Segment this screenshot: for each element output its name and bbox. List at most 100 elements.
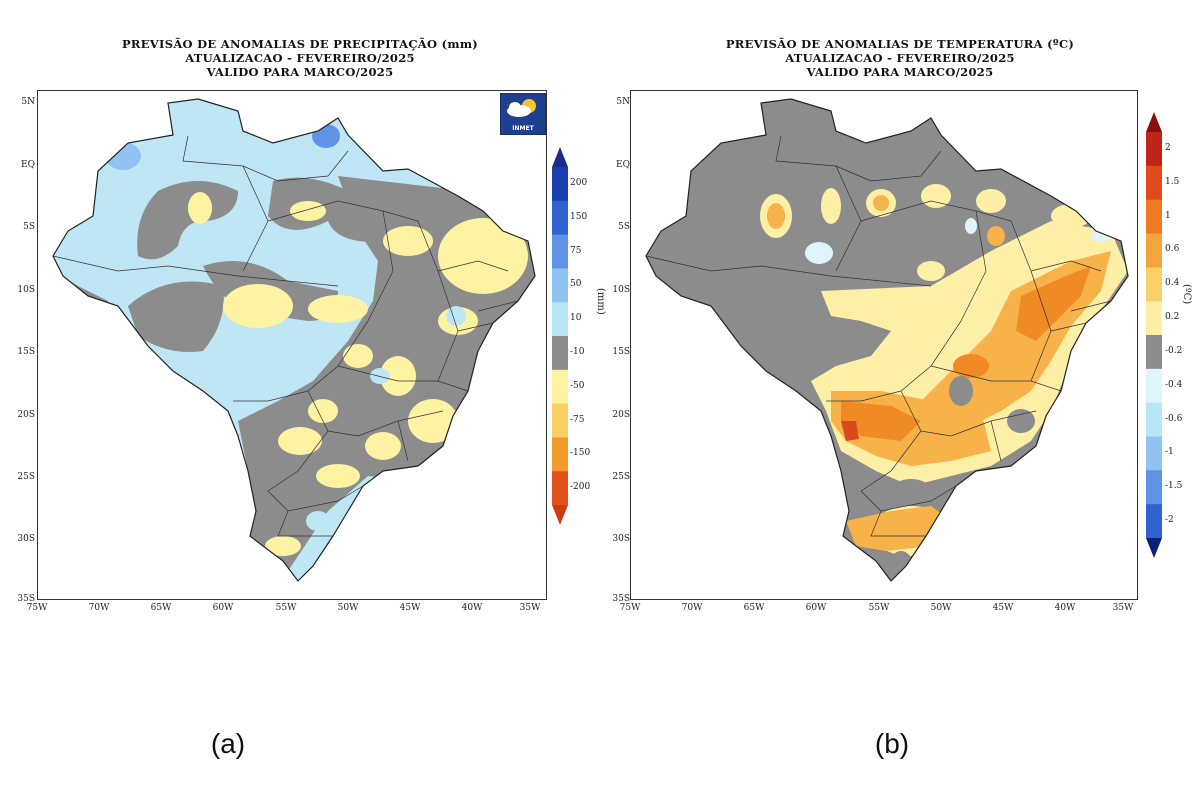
colorbar-top-arrow — [1146, 112, 1162, 132]
x-tick-label: 50W — [337, 603, 359, 613]
colorbar-segment — [552, 336, 568, 371]
colorbar-segment — [552, 167, 568, 202]
colorbar-segment — [1146, 402, 1162, 437]
y-tick-label: 25S — [17, 472, 35, 482]
cloud-sun-icon — [507, 99, 536, 117]
colorbar-tick-label: -1 — [1165, 447, 1174, 458]
colorbar-segment — [1146, 199, 1162, 234]
y-tick-label: 25S — [612, 472, 630, 482]
colorbar-segment — [1146, 233, 1162, 268]
colorbar-tick-label: 0.6 — [1165, 244, 1180, 255]
panel-title-line-2: ATUALIZACAO - FEVEREIRO/2025 — [185, 51, 415, 65]
inmet-logo: INMET — [500, 93, 546, 135]
x-tick-label: 65W — [150, 603, 172, 613]
colorbar-segment — [552, 200, 568, 236]
y-tick-label: 5N — [616, 97, 630, 107]
caption-b: (b) — [874, 728, 910, 759]
x-tick-label: 75W — [26, 603, 48, 613]
colorbar-tick-label: -0.6 — [1165, 413, 1183, 424]
colorbar-tick-label: 0.4 — [1165, 278, 1180, 289]
warm-dark-orange-areas — [841, 266, 1091, 441]
brazil-outline — [52, 98, 536, 582]
y-tick-label: 15S — [17, 347, 35, 357]
state-borders — [52, 135, 519, 537]
y-tick-label: 5S — [618, 222, 630, 232]
precipitation-panel: PREVISÃO DE ANOMALIAS DE PRECIPITAÇÃO (m… — [0, 0, 606, 759]
y-tick-label: 10S — [17, 285, 35, 295]
x-tick-label: 60W — [805, 603, 827, 613]
y-tick-label: EQ — [616, 160, 630, 170]
colorbar-tick-label: -1.5 — [1165, 481, 1183, 492]
colorbar-tick-label: 150 — [570, 211, 588, 222]
colorbar-tick-label: -10 — [570, 346, 585, 357]
colorbar-tick-label: -0.4 — [1165, 379, 1183, 390]
x-tick-label: 45W — [399, 603, 421, 613]
x-tick-label: 45W — [992, 603, 1014, 613]
colorbar-bottom-arrow — [1146, 538, 1162, 558]
temperature-map — [645, 98, 1129, 582]
colorbar-segment — [1146, 267, 1162, 302]
brazil-outline — [645, 98, 1129, 582]
colorbar-segment — [1146, 301, 1162, 336]
panel-title-line-3: VALIDO PARA MARCO/2025 — [806, 65, 994, 79]
colorbar-tick-label: 2 — [1165, 142, 1171, 153]
colorbar-segment — [1146, 335, 1162, 370]
precipitation-map-frame: INMET — [37, 90, 547, 600]
colorbar-tick-label: -75 — [570, 414, 585, 425]
colorbar-segment — [552, 234, 568, 269]
panel-title-line-1: PREVISÃO DE ANOMALIAS DE PRECIPITAÇÃO (m… — [121, 37, 479, 51]
y-tick-label: 35S — [17, 594, 35, 604]
colorbar-segment — [552, 369, 568, 405]
colorbar-segment — [1146, 368, 1162, 404]
y-tick-label: 5N — [21, 97, 35, 107]
x-tick-label: 70W — [681, 603, 703, 613]
colorbar-tick-label: 1 — [1165, 210, 1171, 221]
colorbar-tick-label: 75 — [570, 245, 582, 256]
temperature-map-frame — [630, 90, 1138, 600]
x-tick-label: 75W — [619, 603, 641, 613]
colorbar-segment — [552, 437, 568, 472]
x-tick-label: 35W — [519, 603, 541, 613]
y-tick-label: 10S — [612, 285, 630, 295]
y-tick-label: 30S — [612, 534, 630, 544]
y-tick-label: EQ — [21, 160, 35, 170]
precipitation-map — [52, 98, 536, 582]
x-tick-label: 55W — [275, 603, 297, 613]
colorbar-tick-label: -50 — [570, 380, 585, 391]
colorbar-tick-label: -0.2 — [1165, 345, 1183, 356]
x-tick-label: 50W — [930, 603, 952, 613]
y-tick-label: 5S — [23, 222, 35, 232]
colorbar-tick-label: 50 — [570, 279, 582, 290]
caption-a: (a) — [210, 728, 246, 759]
y-tick-label: 20S — [17, 410, 35, 420]
colorbar-tick-label: -150 — [570, 448, 591, 459]
colorbar-segment — [552, 403, 568, 438]
x-tick-label: 70W — [88, 603, 110, 613]
neutral-gray-patches — [889, 376, 1035, 581]
colorbar-tick-label: 1.5 — [1165, 176, 1180, 187]
x-tick-label: 35W — [1112, 603, 1134, 613]
colorbar-top-arrow — [552, 147, 568, 167]
colorbar-segment — [1146, 165, 1162, 201]
x-tick-label: 60W — [212, 603, 234, 613]
x-tick-label: 55W — [868, 603, 890, 613]
state-borders — [645, 135, 1112, 537]
colorbar-tick-label: 0.2 — [1165, 312, 1180, 323]
colorbar-tick-label: -200 — [570, 482, 591, 493]
dry-yellow-areas — [188, 192, 528, 556]
panel-title-line-3: VALIDO PARA MARCO/2025 — [206, 65, 394, 79]
colorbar-segment — [552, 302, 568, 337]
colorbar-segment — [1146, 504, 1162, 539]
colorbar-segment — [552, 471, 568, 506]
x-tick-label: 65W — [743, 603, 765, 613]
y-tick-label: 35S — [612, 594, 630, 604]
temperature-colorbar — [1146, 112, 1162, 558]
colorbar-tick-label: 10 — [570, 313, 582, 324]
panel-title-line-1: PREVISÃO DE ANOMALIAS DE TEMPERATURA (ºC… — [725, 37, 1075, 51]
temperature-panel: PREVISÃO DE ANOMALIAS DE TEMPERATURA (ºC… — [600, 0, 1200, 759]
colorbar-tick-label: -2 — [1165, 515, 1174, 526]
y-tick-label: 20S — [612, 410, 630, 420]
y-tick-label: 30S — [17, 534, 35, 544]
panel-title-line-2: ATUALIZACAO - FEVEREIRO/2025 — [785, 51, 1015, 65]
colorbar-tick-label: 200 — [570, 177, 588, 188]
